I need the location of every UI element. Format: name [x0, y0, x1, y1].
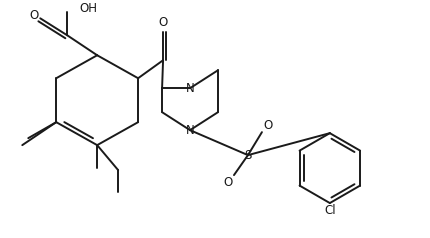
Text: N: N — [186, 124, 194, 137]
Text: OH: OH — [79, 2, 97, 15]
Text: S: S — [244, 149, 252, 162]
Text: O: O — [263, 119, 273, 132]
Text: N: N — [186, 82, 194, 95]
Text: O: O — [223, 176, 233, 188]
Text: O: O — [30, 9, 39, 22]
Text: O: O — [158, 16, 168, 29]
Text: Cl: Cl — [324, 203, 336, 217]
